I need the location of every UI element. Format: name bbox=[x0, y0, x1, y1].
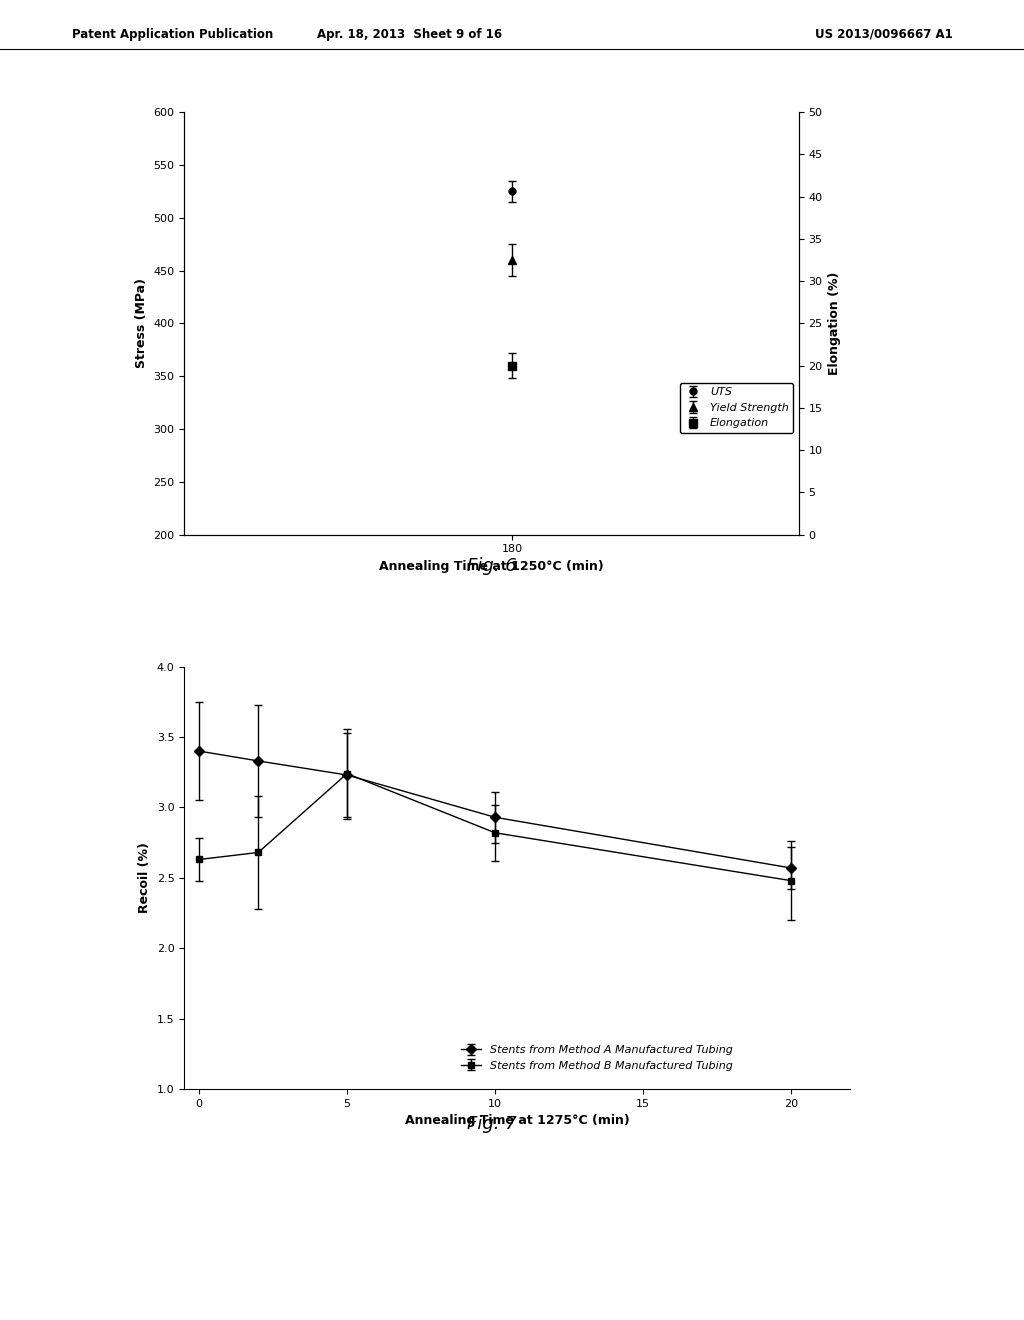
Text: Apr. 18, 2013  Sheet 9 of 16: Apr. 18, 2013 Sheet 9 of 16 bbox=[317, 28, 502, 41]
Y-axis label: Elongation (%): Elongation (%) bbox=[828, 272, 841, 375]
Text: Patent Application Publication: Patent Application Publication bbox=[72, 28, 273, 41]
Y-axis label: Recoil (%): Recoil (%) bbox=[138, 842, 152, 913]
Y-axis label: Stress (MPa): Stress (MPa) bbox=[135, 279, 147, 368]
X-axis label: Annealing Time at 1275°C (min): Annealing Time at 1275°C (min) bbox=[404, 1114, 630, 1127]
X-axis label: Annealing Time at 1250°C (min): Annealing Time at 1250°C (min) bbox=[379, 560, 604, 573]
Text: Fig. 6: Fig. 6 bbox=[467, 557, 516, 576]
Text: US 2013/0096667 A1: US 2013/0096667 A1 bbox=[814, 28, 952, 41]
Legend: Stents from Method A Manufactured Tubing, Stents from Method B Manufactured Tubi: Stents from Method A Manufactured Tubing… bbox=[457, 1040, 737, 1074]
Text: Fig. 7: Fig. 7 bbox=[467, 1115, 516, 1134]
Legend: UTS, Yield Strength, Elongation: UTS, Yield Strength, Elongation bbox=[680, 383, 794, 433]
